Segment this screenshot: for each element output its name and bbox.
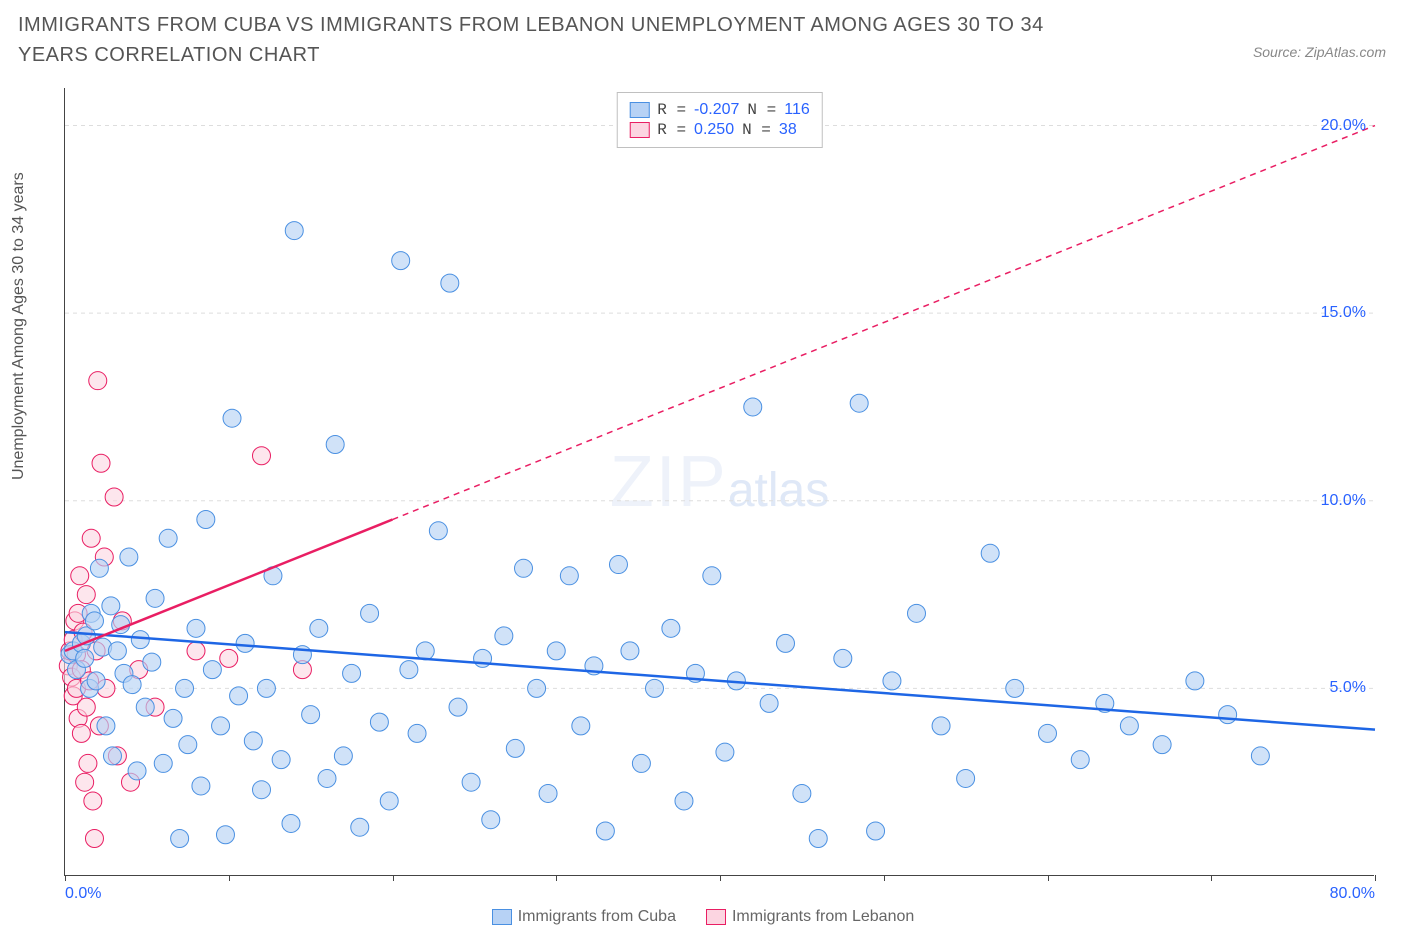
r-label: R = <box>657 101 686 119</box>
correlation-legend: R = -0.207 N = 116 R = 0.250 N = 38 <box>616 92 823 148</box>
plot-area: ZIPatlas R = -0.207 N = 116 R = 0.250 N … <box>64 88 1374 876</box>
x-tick <box>1375 875 1376 881</box>
legend-item-cuba: Immigrants from Cuba <box>492 908 676 926</box>
x-tick-label: 0.0% <box>65 885 101 903</box>
legend-label-cuba: Immigrants from Cuba <box>518 908 676 926</box>
r-label: R = <box>657 121 686 139</box>
y-tick-label: 5.0% <box>1330 679 1366 697</box>
n-value-lebanon: 38 <box>779 121 797 139</box>
r-value-lebanon: 0.250 <box>694 121 734 139</box>
x-tick <box>1048 875 1049 881</box>
legend-label-lebanon: Immigrants from Lebanon <box>732 908 914 926</box>
y-tick-label: 15.0% <box>1321 304 1366 322</box>
x-tick <box>556 875 557 881</box>
source-attribution: Source: ZipAtlas.com <box>1253 44 1386 60</box>
y-tick-label: 10.0% <box>1321 492 1366 510</box>
swatch-lebanon <box>629 122 649 138</box>
y-axis-label: Unemployment Among Ages 30 to 34 years <box>10 172 28 480</box>
x-tick <box>229 875 230 881</box>
x-tick <box>720 875 721 881</box>
n-value-cuba: 116 <box>784 101 810 119</box>
x-tick-label: 80.0% <box>1330 885 1375 903</box>
y-tick-label: 20.0% <box>1321 117 1366 135</box>
legend-row-cuba: R = -0.207 N = 116 <box>629 101 810 119</box>
x-tick <box>65 875 66 881</box>
chart-svg <box>65 88 1374 875</box>
series-legend: Immigrants from Cuba Immigrants from Leb… <box>0 908 1406 926</box>
legend-row-lebanon: R = 0.250 N = 38 <box>629 121 810 139</box>
x-tick <box>1211 875 1212 881</box>
chart-title: IMMIGRANTS FROM CUBA VS IMMIGRANTS FROM … <box>18 10 1118 70</box>
x-tick <box>393 875 394 881</box>
legend-item-lebanon: Immigrants from Lebanon <box>706 908 914 926</box>
swatch-lebanon-icon <box>706 909 726 925</box>
n-label: N = <box>747 101 776 119</box>
n-label: N = <box>742 121 771 139</box>
x-tick <box>884 875 885 881</box>
r-value-cuba: -0.207 <box>694 101 739 119</box>
swatch-cuba-icon <box>492 909 512 925</box>
swatch-cuba <box>629 102 649 118</box>
